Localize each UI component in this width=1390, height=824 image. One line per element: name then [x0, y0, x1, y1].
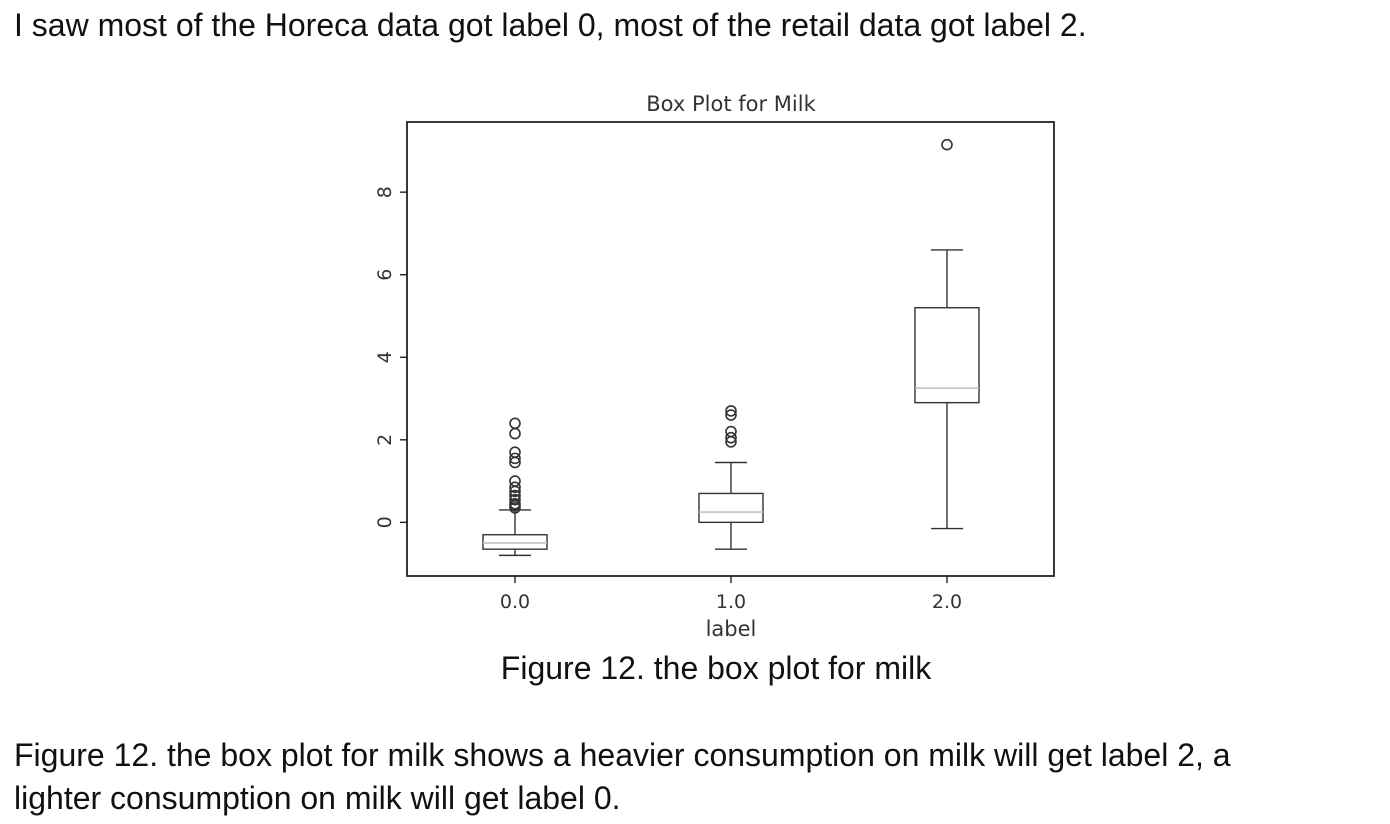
outlier-point: [509, 417, 521, 430]
x-tick-label: 1.0: [716, 591, 746, 613]
x-tick-label: 0.0: [500, 591, 530, 613]
outlier-point: [725, 431, 737, 444]
outlier-point: [725, 405, 737, 417]
x-tick-label: 2.0: [932, 591, 962, 613]
boxes-layer: [482, 138, 980, 557]
iqr-box: [698, 492, 764, 524]
body-line-1: Figure 12. the box plot for milk shows a…: [14, 737, 1231, 773]
box-group-1.0: [698, 405, 764, 550]
outlier-point: [509, 497, 521, 510]
outlier-point: [509, 493, 521, 506]
x-axis: 0.0 1.0 2.0: [500, 576, 962, 613]
y-tick-label: 2: [374, 434, 396, 446]
outlier-point: [725, 425, 737, 438]
chart-title: Box Plot for Milk: [646, 92, 816, 116]
y-tick-label: 4: [374, 351, 396, 363]
outlier-point: [509, 489, 521, 502]
iqr-box: [914, 307, 980, 404]
outlier-point: [509, 475, 521, 487]
box-group-0.0: [482, 417, 548, 557]
plot-frame: [406, 121, 1055, 577]
y-tick-label: 6: [374, 269, 396, 281]
outlier-point: [509, 481, 521, 494]
y-tick-label: 0: [374, 516, 396, 528]
outlier-point: [509, 452, 521, 465]
box-group-2.0: [914, 138, 980, 530]
outlier-point: [509, 427, 521, 440]
outlier-point: [725, 409, 737, 421]
figure-caption: Figure 12. the box plot for milk: [500, 650, 932, 686]
body-paragraph: Figure 12. the box plot for milk shows a…: [14, 734, 1231, 820]
body-line-2: lighter consumption on milk will get lab…: [14, 780, 621, 816]
y-tick-label: 8: [374, 186, 396, 198]
y-axis: 0 2 4 6 8: [374, 186, 407, 528]
x-axis-title: label: [706, 617, 757, 641]
outlier-point: [941, 138, 953, 151]
iqr-box: [482, 534, 548, 550]
outlier-point: [509, 446, 521, 458]
intro-paragraph: I saw most of the Horeca data got label …: [14, 7, 1087, 43]
